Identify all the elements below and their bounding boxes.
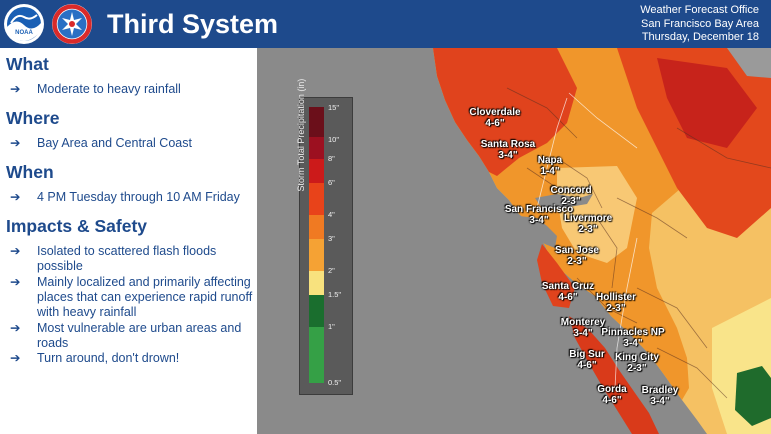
city-label-napa: Napa 1-4" bbox=[537, 155, 563, 177]
legend-tick: 10" bbox=[328, 135, 340, 144]
legend-tick: 2" bbox=[328, 266, 335, 275]
office-date: Thursday, December 18 bbox=[641, 31, 759, 43]
legend-tick: 15" bbox=[328, 103, 340, 112]
city-label-cloverdale: Cloverdale 4-6" bbox=[469, 107, 521, 129]
impacts-item: ➔ Most vulnerable are urban areas and ro… bbox=[10, 321, 242, 350]
legend-swatch bbox=[309, 183, 324, 215]
nws-logo bbox=[51, 3, 93, 45]
county-lines bbox=[506, 87, 771, 399]
city-label-santa-cruz: Santa Cruz 4-6" bbox=[541, 281, 595, 303]
legend-tick: 1" bbox=[328, 322, 335, 331]
page-title: Third System bbox=[107, 9, 279, 39]
valley-zone bbox=[557, 166, 637, 263]
impacts-heading: Impacts & Safety bbox=[6, 216, 148, 236]
when-heading: When bbox=[6, 162, 54, 182]
city-label-gorda: Gorda 4-6" bbox=[597, 384, 627, 406]
legend-title: Storm Total Precipitation (in) bbox=[296, 78, 306, 192]
precip-legend bbox=[299, 97, 353, 395]
gray-zone bbox=[727, 48, 771, 78]
red-zone-bigsur bbox=[569, 316, 659, 434]
office-name: Weather Forecast Office bbox=[640, 4, 759, 16]
darkred-zone bbox=[657, 58, 757, 148]
noaa-logo: NOAA bbox=[3, 3, 45, 45]
legend-swatch bbox=[309, 137, 324, 159]
svg-text:NOAA: NOAA bbox=[15, 30, 33, 36]
city-label-hollister: Hollister 2-3" bbox=[595, 292, 637, 314]
arrow-icon: ➔ bbox=[10, 321, 21, 335]
bay-water bbox=[519, 216, 557, 248]
impacts-item: ➔ Turn around, don't drown! bbox=[10, 351, 180, 365]
legend-swatch bbox=[309, 295, 324, 327]
legend-swatch bbox=[309, 239, 324, 271]
legend-swatch bbox=[309, 271, 324, 295]
legend-tick: 1.5" bbox=[328, 290, 342, 299]
info-panel bbox=[0, 48, 257, 434]
city-label-concord: Concord 2-3" bbox=[550, 185, 592, 207]
legend-tick: 8" bbox=[328, 154, 335, 163]
legend-swatch bbox=[309, 327, 324, 383]
arrow-icon: ➔ bbox=[10, 190, 21, 204]
what-item: ➔ Moderate to heavy rainfall bbox=[10, 82, 181, 96]
arrow-icon: ➔ bbox=[10, 351, 21, 365]
arrow-icon: ➔ bbox=[10, 136, 21, 150]
map-graphic bbox=[433, 48, 771, 434]
city-label-pinnacles: Pinnacles NP 3-4" bbox=[601, 327, 665, 349]
impacts-item: ➔ Isolated to scattered flash floods pos… bbox=[10, 244, 217, 273]
arrow-icon: ➔ bbox=[10, 82, 21, 96]
where-item: ➔ Bay Area and Central Coast bbox=[10, 136, 192, 150]
arrow-icon: ➔ bbox=[10, 244, 21, 258]
arrow-icon: ➔ bbox=[10, 275, 21, 289]
bay-water-north bbox=[535, 194, 593, 210]
where-heading: Where bbox=[6, 108, 60, 128]
legend-tick: 4" bbox=[328, 210, 335, 219]
city-label-big-sur: Big Sur 4-6" bbox=[569, 349, 605, 371]
legend-swatch bbox=[309, 215, 324, 239]
city-label-livermore: Livermore 2-3" bbox=[563, 213, 613, 235]
city-label-king-city: King City 2-3" bbox=[615, 352, 659, 374]
when-item: ➔ 4 PM Tuesday through 10 AM Friday bbox=[10, 190, 240, 204]
legend-tick: 6" bbox=[328, 178, 335, 187]
office-info: Weather Forecast Office San Francisco Ba… bbox=[640, 4, 759, 45]
city-label-san-francisco: San Francisco 3-4" bbox=[504, 204, 574, 226]
impacts-item: ➔ Mainly localized and primarily affecti… bbox=[10, 275, 253, 319]
legend-tick: 0.5" bbox=[328, 378, 342, 387]
city-label-bradley: Bradley 3-4" bbox=[641, 385, 679, 407]
city-label-monterey: Monterey 3-4" bbox=[560, 317, 606, 339]
red-zone-santacruz bbox=[537, 244, 575, 308]
legend-swatch bbox=[309, 159, 324, 183]
city-label-san-jose: San Jose 2-3" bbox=[555, 245, 599, 267]
header-banner: NOAA Third System Weather Forecast Offic… bbox=[0, 0, 771, 48]
legend-swatch bbox=[309, 107, 324, 137]
green-zone bbox=[735, 366, 771, 426]
city-label-santa-rosa: Santa Rosa 3-4" bbox=[480, 139, 536, 161]
highways bbox=[536, 92, 638, 389]
what-heading: What bbox=[6, 54, 49, 74]
red-zone-north bbox=[433, 48, 577, 176]
legend-tick: 3" bbox=[328, 234, 335, 243]
office-area: San Francisco Bay Area bbox=[640, 17, 759, 30]
